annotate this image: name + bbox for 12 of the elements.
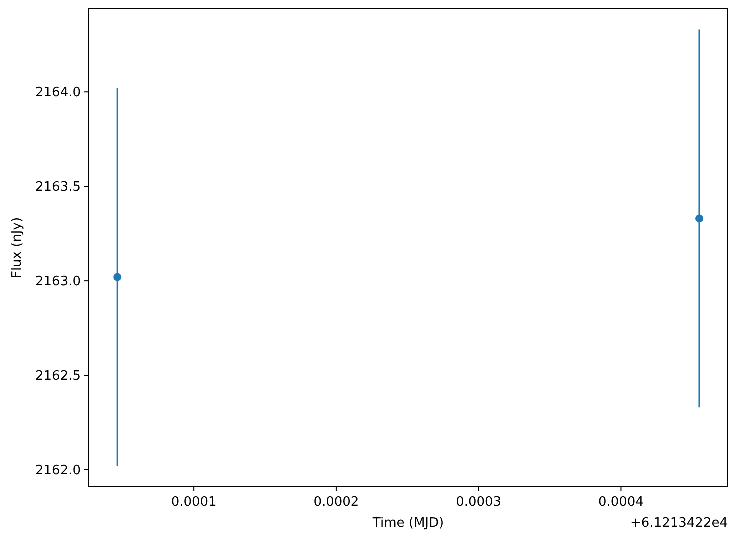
text: +6.1213422e4 xyxy=(630,516,728,531)
y-tick-label: 2162.5 xyxy=(36,369,81,384)
y-tick-label: 2163.5 xyxy=(36,180,81,196)
y-tick-label: 2164.0 xyxy=(36,86,81,101)
x-axis-title: Time (MJD) xyxy=(372,516,444,531)
y-tick-label: 2163.0 xyxy=(36,274,81,290)
y-axis-title: Flux (nJy) xyxy=(10,217,25,279)
y-tick-label: 2162.0 xyxy=(36,464,81,479)
x-tick-label: 0.0002 xyxy=(314,495,360,510)
x-tick-label: 0.0004 xyxy=(598,495,644,510)
x-tick-label: 0.0001 xyxy=(171,495,217,510)
x-tick-label: 0.0003 xyxy=(456,495,502,510)
